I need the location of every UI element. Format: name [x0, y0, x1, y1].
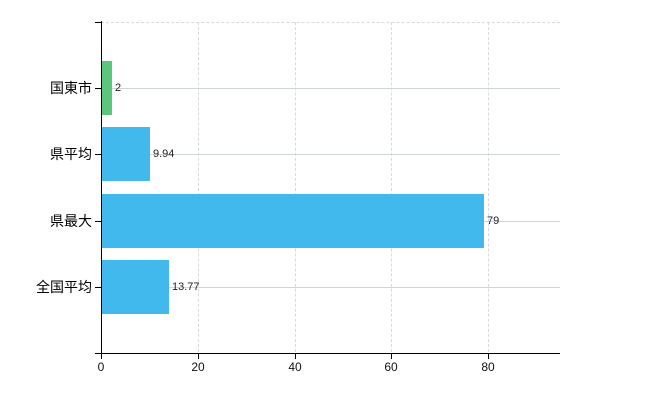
row-gridline: [102, 287, 560, 288]
vertical-gridline: [197, 22, 199, 352]
vertical-gridline: [391, 22, 393, 352]
category-label: 県最大: [50, 213, 92, 229]
y-axis-tick: [95, 154, 101, 155]
bar-value-label: 9.94: [153, 148, 175, 160]
x-axis-tick: [488, 354, 489, 359]
y-axis-top-tick: [95, 22, 101, 23]
row-gridline: [102, 88, 560, 89]
x-axis-tick: [295, 354, 296, 359]
plot-top-border: [101, 22, 560, 23]
bar: [102, 61, 112, 115]
category-label: 県平均: [50, 146, 92, 162]
vertical-gridline: [488, 22, 489, 352]
bar-value-label: 13.77: [172, 281, 200, 293]
x-axis-tick-label: 80: [481, 360, 495, 374]
bar-value-label: 2: [115, 82, 122, 94]
row-gridline: [102, 154, 560, 155]
x-axis-tick: [198, 354, 199, 359]
category-label: 全国平均: [36, 279, 92, 295]
x-axis: [95, 353, 560, 354]
vertical-gridline: [294, 22, 296, 352]
x-axis-tick-label: 60: [384, 360, 398, 374]
y-axis-tick: [95, 88, 101, 89]
x-axis-tick: [101, 354, 102, 359]
x-axis-tick-label: 40: [288, 360, 302, 374]
category-label: 国東市: [50, 80, 92, 96]
bar: [102, 194, 484, 248]
bar: [102, 127, 150, 181]
y-axis-tick: [95, 287, 101, 288]
bar-value-label: 79: [487, 215, 500, 227]
y-axis-tick: [95, 221, 101, 222]
x-axis-tick-label: 0: [97, 360, 105, 374]
x-axis-tick: [391, 354, 392, 359]
x-axis-tick-label: 20: [191, 360, 205, 374]
y-axis: [101, 21, 102, 354]
bar: [102, 260, 169, 314]
